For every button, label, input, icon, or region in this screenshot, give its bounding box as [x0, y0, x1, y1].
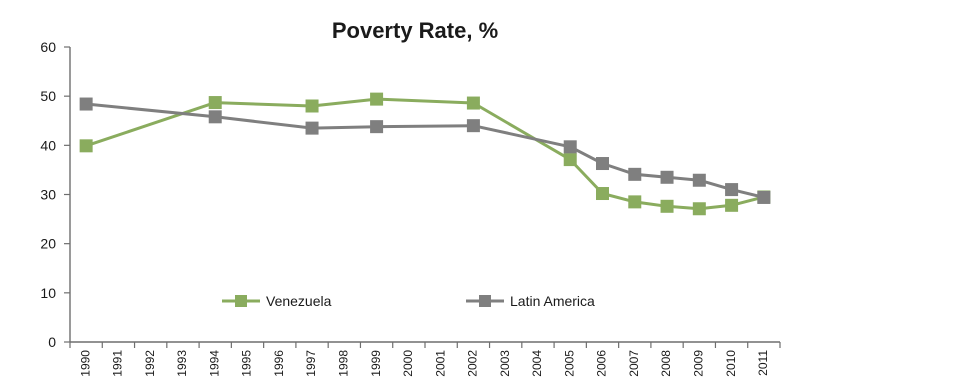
data-point [305, 99, 319, 113]
x-tick-label: 2005 [562, 350, 576, 377]
legend-marker [479, 295, 491, 307]
chart-title: Poverty Rate, % [332, 18, 498, 43]
x-tick-label: 2006 [595, 350, 609, 377]
data-point [370, 120, 384, 134]
legend-label: Latin America [510, 293, 595, 309]
x-tick-label: 2003 [498, 350, 512, 377]
x-tick-label: 1998 [336, 350, 350, 377]
data-point [757, 190, 771, 204]
data-point [725, 183, 739, 197]
data-point [660, 170, 674, 184]
x-tick-label: 1997 [304, 350, 318, 377]
data-point [596, 157, 609, 171]
x-tick-label: 1992 [143, 350, 157, 377]
x-tick-label: 2010 [724, 350, 738, 377]
y-tick-label: 60 [40, 39, 56, 55]
x-tick-label: 1996 [272, 350, 286, 377]
legend-item: Venezuela [222, 293, 332, 309]
data-point [563, 153, 577, 167]
data-point [79, 139, 93, 153]
data-point [79, 97, 93, 111]
data-point [370, 92, 384, 106]
x-tick-label: 2002 [466, 350, 480, 377]
data-point [305, 121, 319, 135]
y-tick-label: 0 [48, 334, 56, 350]
legend-marker [235, 295, 247, 307]
y-tick-label: 40 [40, 137, 56, 153]
x-tick-label: 2009 [691, 350, 705, 377]
data-point [692, 173, 706, 187]
data-point [466, 119, 480, 133]
x-tick-label: 2011 [756, 350, 770, 376]
legend-label: Venezuela [266, 293, 332, 309]
data-point [628, 167, 642, 181]
x-tick-label: 2000 [401, 350, 415, 377]
x-tick-label: 1991 [111, 350, 125, 377]
axes: 0 10 20 30 40 50 60 1990 1991 1992 1993 1994 1995 199… [40, 39, 781, 377]
x-tick-label: 1995 [240, 350, 254, 377]
x-tick-label: 2001 [433, 350, 447, 377]
y-tick-label: 10 [40, 285, 56, 301]
y-tick-label: 20 [40, 236, 56, 252]
data-point [208, 96, 222, 110]
series-venezuela [79, 92, 771, 216]
series-latin-america [79, 97, 771, 204]
x-tick-label: 2008 [659, 350, 673, 377]
data-point [628, 195, 642, 209]
data-point [596, 187, 609, 201]
y-tick-label: 50 [40, 88, 56, 104]
data-point [660, 199, 674, 213]
data-point [563, 140, 577, 154]
x-tick-label: 1990 [78, 350, 92, 377]
data-point [692, 202, 706, 216]
x-tick-label: 2004 [530, 350, 544, 377]
x-tick-label: 1994 [207, 350, 221, 377]
x-tick-label: 1993 [175, 350, 189, 377]
legend: Venezuela Latin America [222, 293, 595, 309]
data-point [466, 96, 480, 110]
data-point [725, 198, 739, 212]
legend-item: Latin America [466, 293, 595, 309]
series-layer [79, 92, 771, 216]
x-tick-label: 1999 [369, 350, 383, 377]
data-point [208, 110, 222, 124]
x-tick-label: 2007 [627, 350, 641, 377]
y-tick-label: 30 [40, 187, 56, 203]
